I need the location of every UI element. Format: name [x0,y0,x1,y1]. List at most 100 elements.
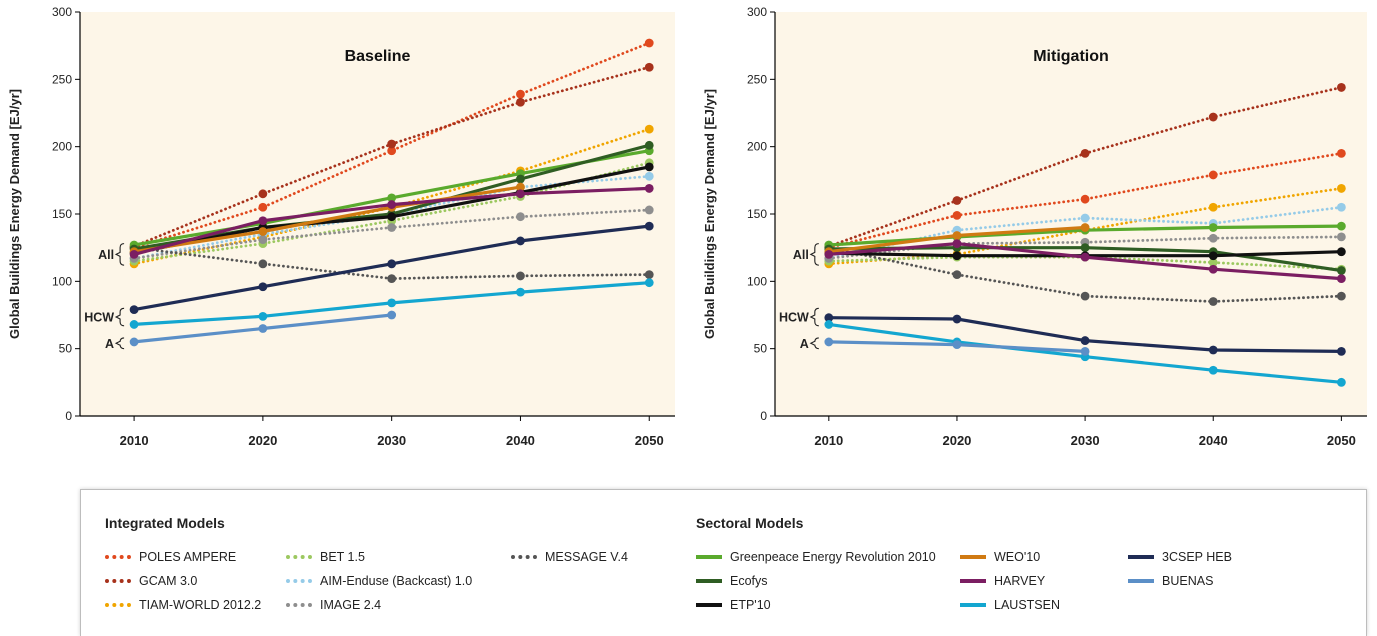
legend-swatch [1128,579,1154,583]
y-tick-label: 300 [52,5,72,19]
data-point [387,259,397,269]
data-point [1336,202,1346,212]
legend-item-weo-10: WEO'10 [960,548,1040,566]
data-point [1080,223,1090,232]
data-point [387,212,397,222]
data-point [1336,149,1346,158]
data-point [1336,291,1346,301]
data-point [258,282,268,292]
data-point [387,310,397,320]
legend-label: Greenpeace Energy Revolution 2010 [730,550,936,564]
data-point [952,251,962,261]
legend-item-gcam-3-0: GCAM 3.0 [105,572,197,590]
legend-item-tiam-world-2012-2: TIAM-WORLD 2012.2 [105,596,261,614]
legend-item-laustsen: LAUSTSEN [960,596,1060,614]
data-point [387,139,397,149]
chart-baseline: 0 50 100 150 200 250 300 2010 2020 2030 2040 2050 Ba… [7,5,675,448]
legend-item-3csep-heb: 3CSEP HEB [1128,548,1232,566]
data-point [952,239,962,249]
data-point [644,184,654,193]
bracket-label: All [793,248,809,262]
data-point [129,305,139,315]
data-point [952,210,962,220]
data-point [952,231,962,240]
data-point [1208,112,1218,122]
x-tick-label: 2010 [120,433,149,448]
legend-label: BUENAS [1162,574,1214,588]
data-point [516,236,525,246]
legend-item-image-2-4: IMAGE 2.4 [286,596,381,614]
y-tick-label: 250 [52,72,72,86]
series-3csep-heb [129,221,654,315]
data-point [1208,202,1218,212]
legend-label: BET 1.5 [320,550,365,564]
legend-label: Ecofys [730,574,768,588]
legend-item-harvey: HARVEY [960,572,1045,590]
data-point [952,196,962,205]
y-tick-label: 250 [747,72,767,86]
data-point [952,340,962,350]
legend-label: MESSAGE V.4 [545,550,628,564]
data-point [1336,184,1346,193]
legend-swatch [696,603,722,607]
legend-swatch [286,579,312,583]
y-tick-label: 150 [747,207,767,221]
data-point [1336,346,1346,356]
legend-item-buenas: BUENAS [1128,572,1213,590]
data-point [1080,336,1090,345]
bracket-all [114,243,125,266]
data-point [824,313,834,323]
data-point [1208,233,1218,243]
y-tick-label: 200 [52,140,72,154]
data-point [258,235,268,244]
data-point [516,212,525,222]
data-point [258,324,268,333]
data-point [516,182,525,192]
data-point [1080,243,1090,253]
bracket-label: HCW [779,311,809,325]
data-point [387,298,397,308]
series-line [827,151,1343,250]
series-line [132,185,523,254]
legend-sectoral-title: Sectoral Models [696,515,804,531]
data-point [258,311,268,321]
y-tick-label: 100 [52,274,72,288]
bracket-a [809,337,819,350]
y-axis-label: Global Buildings Energy Demand [EJ/yr] [7,89,22,339]
data-point [1336,274,1346,284]
legend-item-message-v-4: MESSAGE V.4 [511,548,628,566]
bracket-label: HCW [84,311,114,325]
data-point [129,337,139,347]
legend-item-aim-enduse-backcast-1-0: AIM-Enduse (Backcast) 1.0 [286,572,472,590]
legend-item-etp-10: ETP'10 [696,596,771,614]
data-point [1208,258,1218,267]
data-point [1336,232,1346,242]
series-3csep-heb [824,313,1346,356]
x-tick-label: 2040 [506,433,535,448]
bracket-label: All [98,248,114,262]
data-point [387,223,397,232]
data-point [952,270,962,279]
data-point [1080,291,1090,301]
legend-label: IMAGE 2.4 [320,598,382,612]
charts-area: 0 50 100 150 200 250 300 2010 2020 2030 2040 2050 Ba… [7,5,1367,448]
y-tick-label: 50 [59,342,73,356]
x-tick-label: 2030 [377,433,406,448]
bracket-label: A [105,337,114,351]
bracket-a [114,337,125,350]
data-point [644,278,654,288]
legend-integrated-title: Integrated Models [105,515,225,531]
bracket-label: A [800,337,809,351]
legend-swatch [960,603,986,607]
data-point [387,193,397,203]
y-tick-label: 0 [760,409,767,423]
data-point [952,314,962,324]
data-point [258,259,268,269]
data-point [516,271,525,281]
series-line [132,41,651,250]
data-point [129,320,139,329]
data-point [129,250,139,259]
series-line [827,246,1343,303]
chart-title: Baseline [345,48,411,65]
legend-swatch [286,555,312,559]
